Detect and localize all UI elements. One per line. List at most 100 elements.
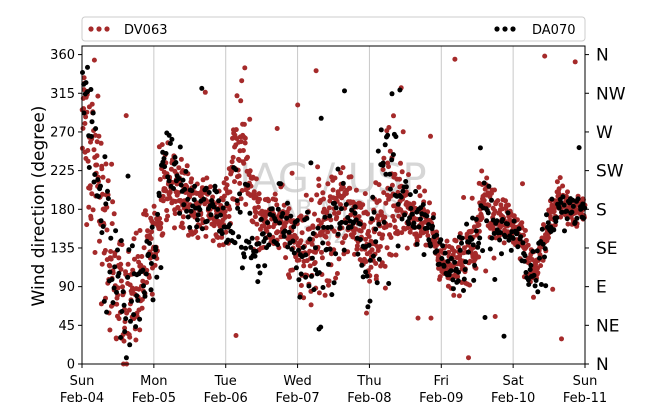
data-point	[477, 145, 483, 151]
data-point	[310, 231, 316, 236]
data-point	[537, 255, 542, 261]
data-point	[97, 238, 102, 244]
data-point	[81, 110, 87, 116]
data-point	[540, 241, 546, 247]
data-point	[118, 266, 124, 272]
data-point	[289, 170, 295, 176]
data-point	[382, 214, 388, 220]
data-point	[187, 225, 193, 230]
data-point	[334, 271, 340, 276]
data-point	[422, 188, 428, 194]
data-point	[85, 148, 91, 153]
data-point	[298, 283, 304, 288]
data-point	[131, 236, 137, 242]
data-point	[353, 217, 359, 223]
data-point	[340, 180, 346, 186]
data-point	[299, 230, 305, 236]
data-point	[444, 238, 450, 244]
data-point	[108, 249, 114, 254]
x-tick-day: Sat	[502, 374, 523, 389]
data-point	[148, 261, 154, 266]
data-point	[214, 189, 220, 195]
data-point	[81, 75, 87, 81]
data-point	[236, 234, 242, 240]
data-point	[285, 200, 290, 206]
data-point	[381, 155, 387, 161]
data-point	[234, 198, 240, 204]
data-point	[142, 293, 148, 299]
data-point	[559, 336, 564, 342]
x-tick-day: Sun	[573, 374, 598, 389]
data-point	[178, 156, 184, 162]
data-point	[238, 196, 244, 202]
data-point	[497, 237, 503, 243]
data-point	[118, 261, 124, 267]
data-point	[578, 206, 584, 212]
data-point	[165, 174, 171, 180]
data-point	[101, 298, 107, 304]
data-point	[139, 305, 145, 311]
data-point	[293, 265, 299, 271]
data-point	[440, 243, 446, 249]
data-point	[172, 154, 178, 160]
data-point	[377, 244, 383, 249]
data-point	[379, 260, 385, 266]
data-point	[99, 230, 105, 236]
data-point	[149, 229, 155, 235]
compass-label: N	[596, 46, 609, 66]
data-point	[237, 180, 243, 186]
data-point	[185, 214, 191, 220]
data-point	[304, 215, 310, 221]
data-point	[424, 213, 430, 219]
data-point	[125, 173, 131, 179]
data-point	[312, 260, 318, 265]
data-point	[380, 232, 386, 238]
data-point	[129, 243, 135, 249]
data-point	[137, 316, 143, 322]
data-point	[336, 210, 342, 216]
data-point	[125, 274, 131, 280]
data-point	[395, 231, 401, 237]
x-tick-day: Tue	[214, 374, 237, 389]
data-point	[141, 290, 147, 296]
data-point	[333, 251, 339, 257]
data-point	[313, 267, 319, 273]
data-point	[473, 228, 479, 234]
data-point	[335, 231, 341, 237]
data-point	[403, 179, 409, 184]
data-point	[90, 207, 96, 213]
data-point	[313, 245, 318, 251]
data-point	[315, 164, 321, 170]
data-point	[459, 235, 465, 241]
data-point	[308, 302, 314, 308]
data-point	[391, 113, 396, 119]
data-point	[338, 206, 344, 212]
data-point	[309, 273, 314, 279]
data-point	[227, 189, 233, 195]
data-point	[455, 274, 461, 280]
data-point	[160, 193, 166, 199]
data-point	[219, 234, 225, 240]
data-point	[560, 183, 566, 189]
data-point	[456, 293, 462, 299]
data-point	[341, 247, 347, 253]
y-tick-label: 90	[58, 280, 75, 295]
data-point	[107, 327, 113, 333]
data-point	[243, 201, 249, 207]
data-point	[237, 191, 243, 197]
data-point	[527, 267, 533, 273]
x-tick-date: Feb-05	[132, 391, 176, 406]
legend: DV063 DA070	[81, 16, 586, 42]
data-point	[98, 218, 104, 224]
data-point	[103, 201, 109, 207]
compass-label: E	[596, 278, 607, 298]
data-point	[330, 187, 336, 193]
data-point	[308, 160, 314, 166]
data-point	[108, 256, 114, 262]
data-point	[533, 278, 539, 283]
data-point	[105, 188, 110, 194]
data-point	[505, 221, 510, 227]
data-point	[469, 236, 475, 242]
data-point	[383, 171, 389, 177]
data-point	[143, 212, 149, 218]
